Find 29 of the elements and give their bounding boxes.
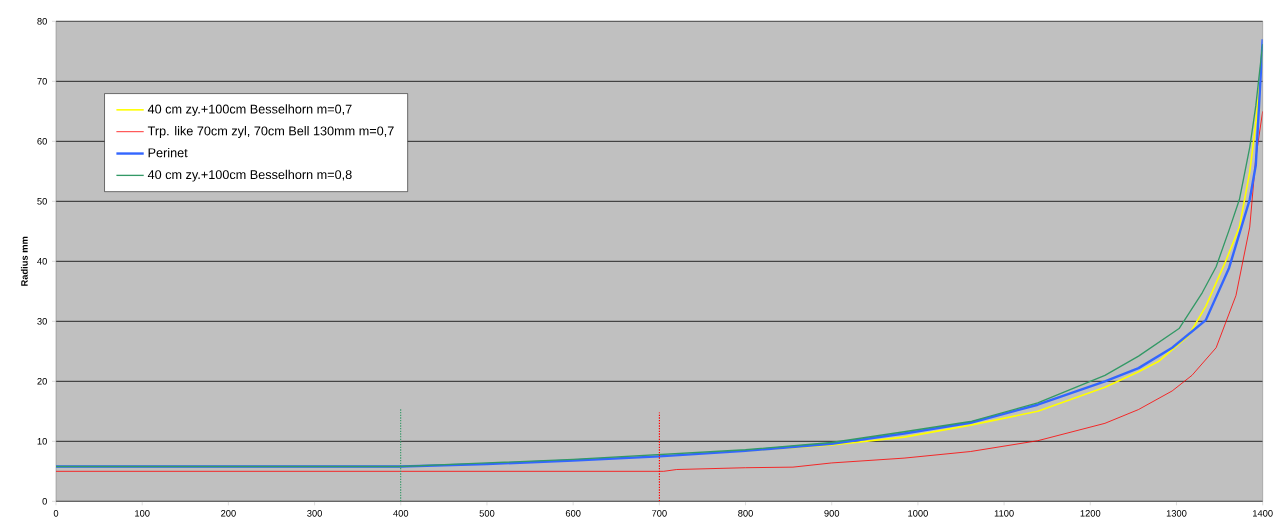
x-tick-label: 700 (652, 510, 667, 517)
x-tick-label: 1200 (1080, 510, 1101, 517)
x-tick-label: 0 (53, 510, 59, 517)
y-tick-label: 20 (37, 378, 47, 385)
x-tick-label: 400 (393, 510, 409, 517)
x-tick-label: 100 (135, 510, 150, 517)
y-tick-label: 50 (37, 198, 47, 205)
x-tick-label: 1400 (1253, 510, 1273, 517)
y-axis-title: Radius mm (20, 236, 28, 287)
y-tick-label: 80 (37, 18, 47, 25)
x-tick-label: 300 (307, 510, 322, 517)
x-tick-label: 600 (565, 510, 581, 517)
y-tick-label: 70 (37, 78, 47, 85)
x-tick-label: 1100 (994, 510, 1014, 517)
legend-label: Trp. like 70cm zyl, 70cm Bell 130mm m=0,7 (147, 126, 394, 139)
legend-label: 40 cm zy.+100cm Besselhorn m=0,7 (147, 104, 352, 117)
x-tick-label: 900 (824, 510, 840, 517)
x-tick-label: 200 (221, 510, 236, 517)
x-tick-label: 800 (738, 510, 753, 517)
y-tick-label: 60 (37, 138, 47, 145)
y-tick-label: 0 (42, 498, 47, 505)
x-tick-label: 1000 (908, 510, 928, 517)
legend-label: Perinet (148, 148, 188, 158)
y-tick-label: 40 (37, 258, 47, 265)
x-tick-label: 1300 (1166, 510, 1187, 517)
y-tick-label: 10 (37, 438, 47, 445)
x-tick-label: 500 (479, 510, 495, 517)
legend-label: 40 cm zy.+100cm Besselhorn m=0,8 (147, 169, 352, 182)
y-tick-label: 30 (37, 318, 47, 325)
